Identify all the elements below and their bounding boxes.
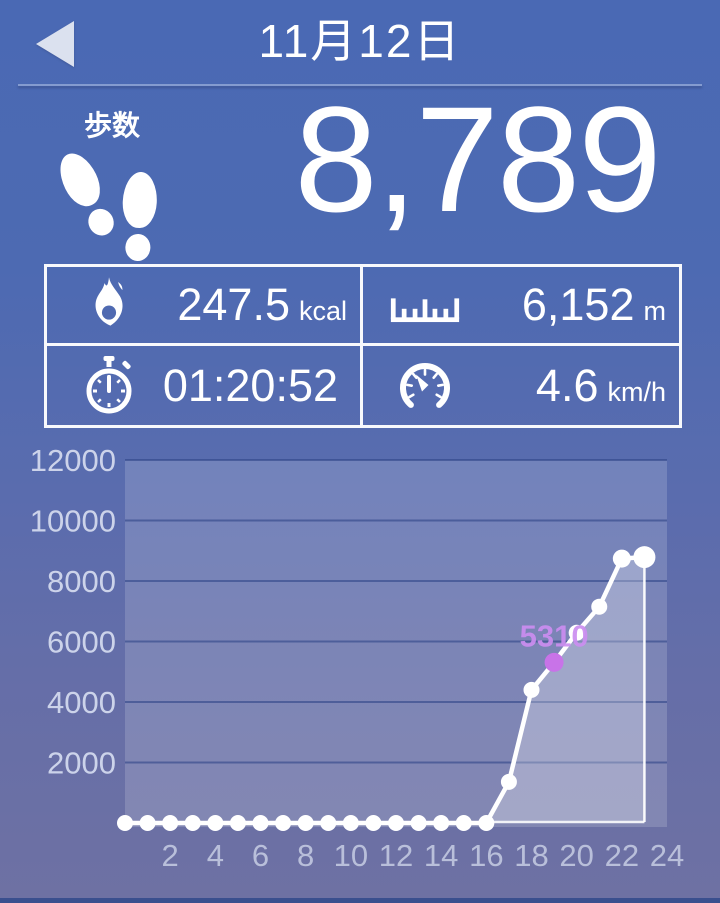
steps-chart[interactable]: 2000 4000 6000 8000 10000 12000 2 4 6 8 10 12 14 16 18… xyxy=(0,440,720,898)
svg-text:24: 24 xyxy=(650,838,684,873)
distance-value: 6,152 xyxy=(521,279,635,330)
svg-text:10: 10 xyxy=(334,838,368,873)
svg-text:12000: 12000 xyxy=(30,443,116,478)
svg-text:8: 8 xyxy=(297,838,314,873)
svg-text:4: 4 xyxy=(207,838,224,873)
svg-text:12: 12 xyxy=(379,838,413,873)
calories-unit: kcal xyxy=(298,296,347,326)
duration-value: 01:20:52 xyxy=(162,359,338,411)
svg-text:22: 22 xyxy=(605,838,639,873)
right-footprint-icon xyxy=(120,171,159,262)
steps-count: 8,789 xyxy=(294,75,661,243)
header: 11月12日 xyxy=(0,0,720,86)
left-footprint-icon xyxy=(52,147,122,242)
flame-icon xyxy=(71,276,147,334)
svg-text:4000: 4000 xyxy=(47,685,116,720)
duration-cell: 01:20:52 xyxy=(47,346,363,425)
svg-text:14: 14 xyxy=(424,838,458,873)
calories-value: 247.5 xyxy=(177,279,290,330)
highlighted-point-label: 5310 xyxy=(520,618,589,653)
speed-cell: 4.6 km/h xyxy=(363,346,679,425)
distance-cell: 6,152 m xyxy=(363,267,679,346)
steps-label: 歩数 xyxy=(84,110,141,141)
highlighted-point[interactable] xyxy=(544,652,564,672)
svg-text:10000: 10000 xyxy=(30,504,116,539)
svg-text:16: 16 xyxy=(469,838,503,873)
svg-text:20: 20 xyxy=(559,838,593,873)
svg-text:6000: 6000 xyxy=(47,625,116,660)
svg-text:6: 6 xyxy=(252,838,269,873)
back-arrow-icon[interactable] xyxy=(36,21,74,67)
svg-text:2000: 2000 xyxy=(47,746,116,781)
svg-text:8000: 8000 xyxy=(47,564,116,599)
page-title: 11月12日 xyxy=(258,15,462,67)
calories-cell: 247.5 kcal xyxy=(47,267,363,346)
speedometer-icon xyxy=(387,358,463,414)
speed-unit: km/h xyxy=(607,376,666,407)
svg-text:18: 18 xyxy=(514,838,548,873)
svg-text:2: 2 xyxy=(162,838,179,873)
ruler-icon xyxy=(387,286,463,324)
distance-unit: m xyxy=(643,296,667,326)
speed-value: 4.6 xyxy=(535,359,599,411)
stats-grid: 247.5 kcal xyxy=(44,264,682,428)
stopwatch-icon xyxy=(71,355,147,416)
